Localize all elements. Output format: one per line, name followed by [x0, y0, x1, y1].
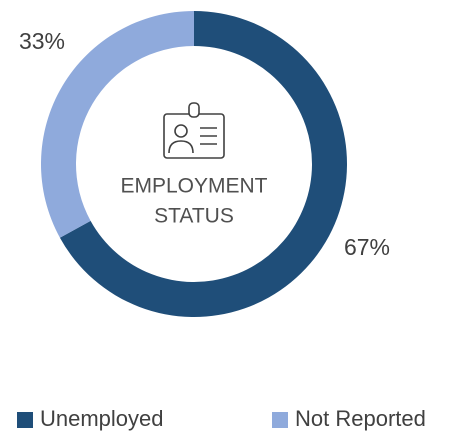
- value-label: 33%: [19, 28, 65, 54]
- legend-swatch: [17, 412, 33, 428]
- legend-label: Not Reported: [295, 406, 426, 431]
- legend-swatch: [272, 412, 288, 428]
- legend-label: Unemployed: [40, 406, 164, 431]
- badge-icon: [163, 102, 225, 159]
- value-label: 67%: [344, 234, 390, 260]
- center-label: STATUS: [154, 205, 234, 228]
- donut-segment: [41, 11, 195, 238]
- center-label: EMPLOYMENT: [120, 175, 267, 198]
